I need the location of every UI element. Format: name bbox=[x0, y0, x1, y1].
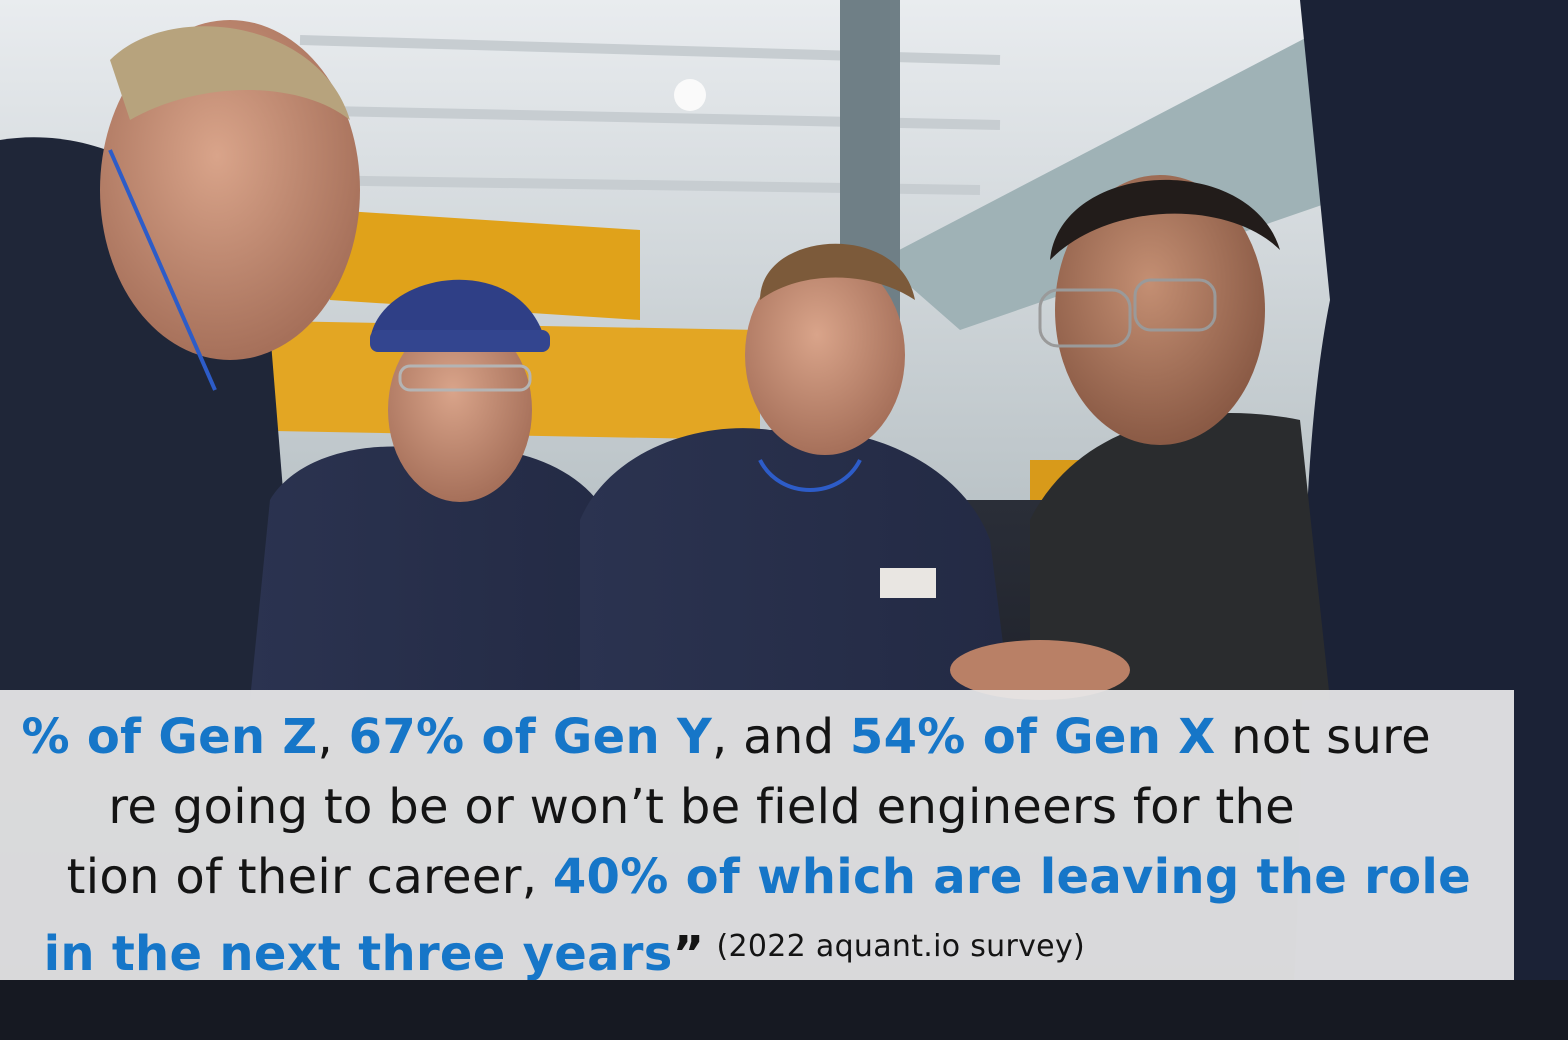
quote-text-segment: tion of their career, bbox=[66, 849, 553, 905]
stat-leaving-role: 40% of which are leaving the role bbox=[552, 849, 1471, 905]
quote-text-segment: not sure bbox=[1215, 709, 1431, 765]
survey-quote: % of Gen Z, 67% of Gen Y, and 54% of Gen… bbox=[0, 702, 1471, 980]
quote-line-1: % of Gen Z, 67% of Gen Y, and 54% of Gen… bbox=[0, 702, 1431, 772]
quote-line-2: re going to be or won’t be field enginee… bbox=[0, 772, 1295, 842]
closing-quote-mark: ” bbox=[672, 926, 705, 980]
quote-text-segment: re going to be or won’t be field enginee… bbox=[108, 779, 1295, 835]
quote-line-3: tion of their career, 40% of which are l… bbox=[0, 842, 1471, 912]
quote-line-4: in the next three years” (2022 aquant.io … bbox=[0, 912, 1085, 980]
quote-text-segment: , and bbox=[712, 709, 850, 765]
stat-timeframe: in the next three years bbox=[43, 926, 673, 980]
stat-gen-y: 67% of Gen Y bbox=[348, 709, 713, 765]
quote-text-segment: , bbox=[317, 709, 349, 765]
survey-citation: (2022 aquant.io survey) bbox=[716, 929, 1085, 964]
stat-gen-z: % of Gen Z bbox=[21, 709, 318, 765]
quote-panel: % of Gen Z, 67% of Gen Y, and 54% of Gen… bbox=[0, 690, 1514, 980]
stat-gen-x: 54% of Gen X bbox=[849, 709, 1216, 765]
